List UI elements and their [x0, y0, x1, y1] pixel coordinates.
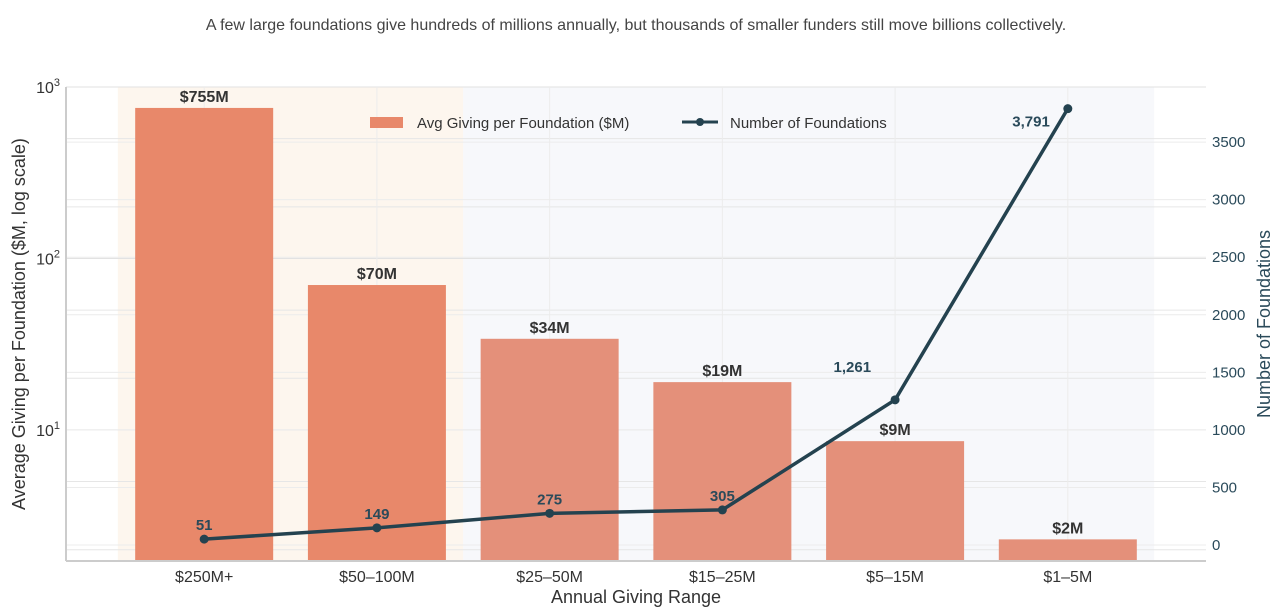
line-point: [372, 523, 382, 533]
line-value-label: 3,791: [1012, 114, 1050, 131]
chart-title: A few large foundations give hundreds of…: [206, 17, 1066, 34]
bar-value-label: $34M: [530, 320, 570, 337]
bar: [480, 338, 619, 561]
line-point: [717, 505, 727, 515]
line-point: [545, 508, 555, 518]
bar: [826, 441, 965, 561]
legend-label-line: Number of Foundations: [730, 115, 887, 132]
y-right-tick-label: 3000: [1212, 192, 1245, 209]
legend-label-bar: Avg Giving per Foundation ($M): [417, 115, 629, 132]
bar-value-label: $2M: [1052, 520, 1083, 537]
y-axis-right-label: Number of Foundations: [1254, 230, 1274, 418]
x-tick-label: $25–50M: [516, 569, 583, 586]
x-axis-label: Annual Giving Range: [551, 587, 721, 607]
line-point: [199, 534, 209, 544]
y-right-tick-label: 1000: [1212, 422, 1245, 439]
bar-value-label: $755M: [180, 89, 229, 106]
line-point: [1063, 104, 1073, 114]
series-line: [204, 107, 1070, 541]
legend: Avg Giving per Foundation ($M) Number of…: [370, 115, 887, 132]
line-value-label: 51: [196, 517, 213, 534]
legend-swatch-marker: [696, 118, 704, 126]
line-value-label: 305: [710, 488, 735, 505]
y-right-tick-label: 0: [1212, 537, 1220, 554]
bar: [307, 285, 446, 561]
y-right-tick-label: 2000: [1212, 307, 1245, 324]
y-right-tick-label: 1500: [1212, 364, 1245, 381]
y-right-tick-label: 500: [1212, 479, 1237, 496]
bar-value-label: $70M: [357, 266, 397, 283]
y-tick-label: 102: [36, 248, 60, 268]
line-point: [890, 395, 900, 405]
y-right-tick-label: 3500: [1212, 134, 1245, 151]
line-value-label: 1,261: [834, 359, 872, 376]
line-value-label: 275: [537, 491, 562, 508]
line-value-label: 149: [364, 506, 389, 523]
y-right-tick-label: 2500: [1212, 249, 1245, 266]
bar-value-label: $19M: [702, 363, 742, 380]
y-axis-label: Average Giving per Foundation ($M, log s…: [9, 138, 29, 510]
x-tick-label: $15–25M: [689, 569, 756, 586]
bar-value-label: $9M: [880, 422, 911, 439]
y-tick-label: 101: [36, 420, 60, 440]
bar: [653, 382, 792, 561]
bar: [998, 539, 1137, 561]
bar: [135, 107, 274, 562]
x-tick-label: $250M+: [175, 569, 233, 586]
legend-swatch-bar: [370, 117, 403, 128]
x-tick-label: $50–100M: [339, 569, 415, 586]
y-tick-label: 103: [36, 77, 60, 97]
x-tick-label: $1–5M: [1043, 569, 1092, 586]
x-tick-label: $5–15M: [866, 569, 924, 586]
